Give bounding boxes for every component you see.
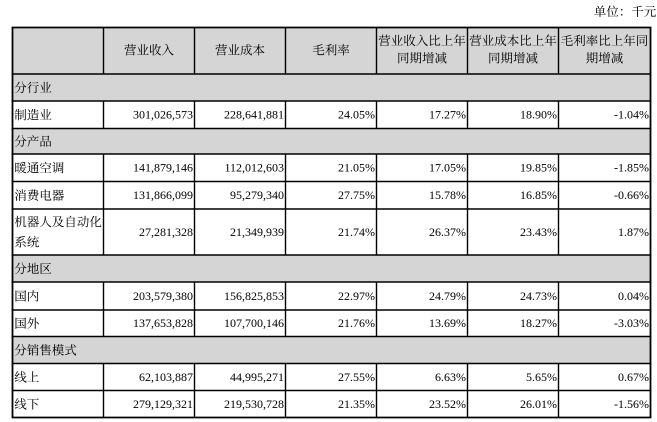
svg-text:156,825,853: 156,825,853 [224, 289, 284, 303]
svg-text:24.05%: 24.05% [338, 108, 375, 122]
svg-text:62,103,887: 62,103,887 [139, 370, 193, 384]
svg-text:21.76%: 21.76% [338, 316, 375, 330]
svg-text:0.04%: 0.04% [618, 289, 649, 303]
svg-text:1.87%: 1.87% [618, 225, 649, 239]
svg-text:23.43%: 23.43% [520, 225, 557, 239]
svg-text:27,281,328: 27,281,328 [139, 225, 193, 239]
svg-text:44,995,271: 44,995,271 [230, 370, 284, 384]
svg-text:-1.85%: -1.85% [614, 161, 649, 175]
svg-text:131,866,099: 131,866,099 [133, 188, 193, 202]
svg-text:18.90%: 18.90% [520, 108, 557, 122]
svg-text:95,279,340: 95,279,340 [230, 188, 284, 202]
svg-text:21.35%: 21.35% [338, 397, 375, 411]
svg-text:-1.04%: -1.04% [614, 108, 649, 122]
svg-text:23.52%: 23.52% [429, 397, 466, 411]
svg-text:27.75%: 27.75% [338, 188, 375, 202]
svg-text:13.69%: 13.69% [429, 316, 466, 330]
svg-text:15.78%: 15.78% [429, 188, 466, 202]
svg-text:22.97%: 22.97% [338, 289, 375, 303]
svg-text:-3.03%: -3.03% [614, 316, 649, 330]
svg-text:279,129,321: 279,129,321 [133, 397, 193, 411]
svg-text:16.85%: 16.85% [520, 188, 557, 202]
svg-text:141,879,146: 141,879,146 [133, 161, 193, 175]
svg-text:301,026,573: 301,026,573 [133, 108, 193, 122]
svg-text:18.27%: 18.27% [520, 316, 557, 330]
svg-text:-1.56%: -1.56% [614, 397, 649, 411]
svg-text:6.63%: 6.63% [435, 370, 466, 384]
svg-text:19.85%: 19.85% [520, 161, 557, 175]
svg-text:24.79%: 24.79% [429, 289, 466, 303]
svg-text:137,653,828: 137,653,828 [133, 316, 193, 330]
svg-text:27.55%: 27.55% [338, 370, 375, 384]
svg-text:107,700,146: 107,700,146 [224, 316, 284, 330]
svg-text:21.05%: 21.05% [338, 161, 375, 175]
svg-text:17.27%: 17.27% [429, 108, 466, 122]
svg-text:-0.66%: -0.66% [614, 188, 649, 202]
svg-text:21,349,939: 21,349,939 [230, 225, 284, 239]
svg-text:21.74%: 21.74% [338, 225, 375, 239]
svg-text:17.05%: 17.05% [429, 161, 466, 175]
svg-text:26.37%: 26.37% [429, 225, 466, 239]
svg-text:0.67%: 0.67% [618, 370, 649, 384]
svg-text:24.73%: 24.73% [520, 289, 557, 303]
svg-text:228,641,881: 228,641,881 [224, 108, 284, 122]
svg-text:219,530,728: 219,530,728 [224, 397, 284, 411]
svg-text:112,012,603: 112,012,603 [224, 161, 284, 175]
svg-text:26.01%: 26.01% [520, 397, 557, 411]
svg-text:203,579,380: 203,579,380 [133, 289, 193, 303]
svg-text:5.65%: 5.65% [526, 370, 557, 384]
